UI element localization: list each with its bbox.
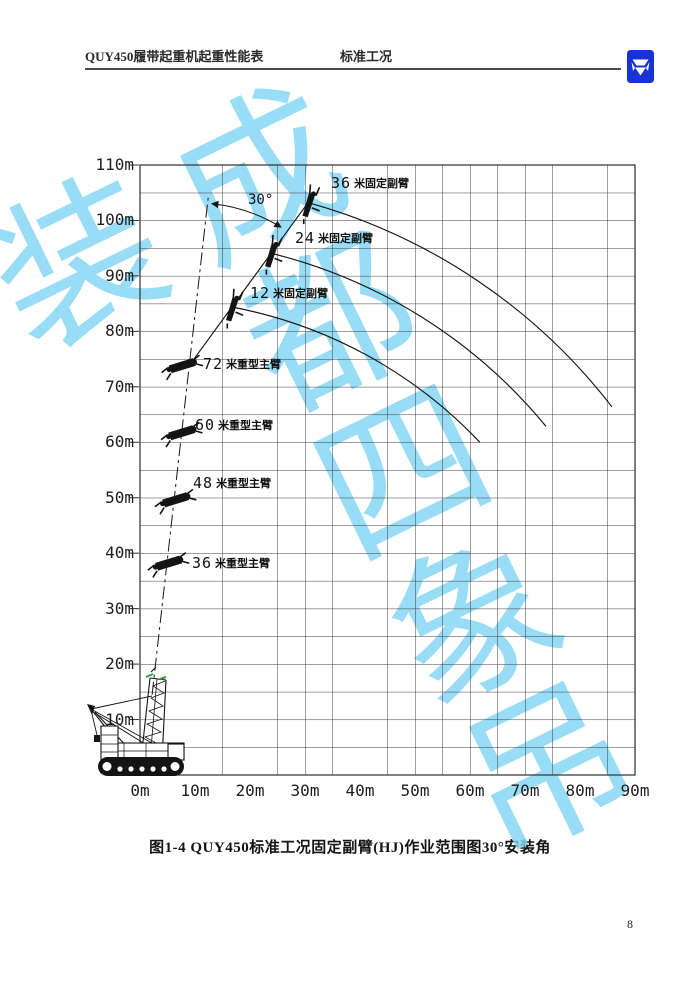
boom-axis-dash-line: [151, 197, 209, 695]
crane-illustration: [87, 666, 185, 776]
chart-grid: [139, 164, 636, 776]
working-range-curve: [270, 252, 547, 427]
working-range-curve: [231, 306, 481, 443]
header-title: QUY450履带起重机起重性能表: [85, 49, 264, 64]
jib-axis-line: [189, 203, 308, 366]
chart-dynamic-layer: [130, 164, 613, 721]
header-rule: [85, 68, 621, 70]
page-number: 8: [627, 917, 633, 931]
xcmg-logo-icon: [627, 50, 654, 83]
figure-caption: 图1-4 QUY450标准工况固定副臂(HJ)作业范围图30°安装角: [149, 840, 551, 856]
header-condition-label: 标准工况: [340, 49, 393, 64]
working-range-curve: [308, 202, 613, 408]
installation-angle-arc: [210, 200, 282, 228]
